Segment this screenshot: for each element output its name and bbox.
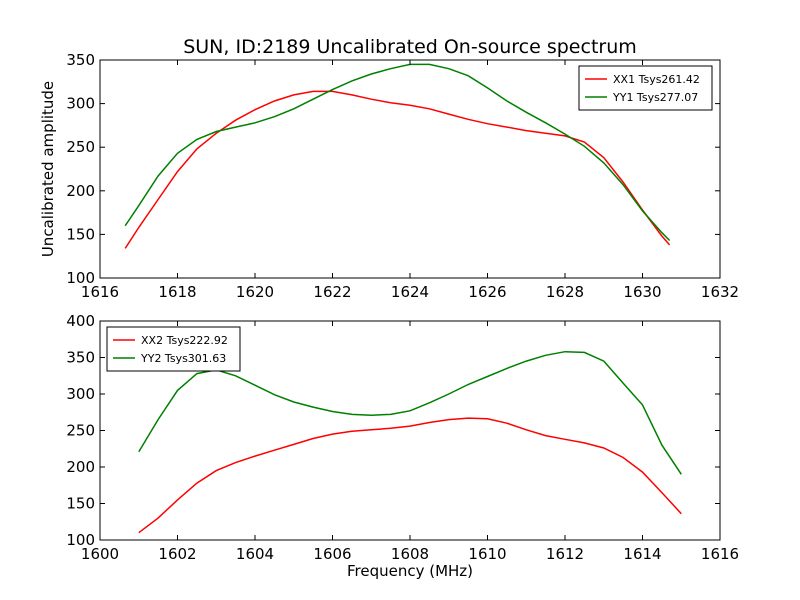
y-tick-label: 350 bbox=[66, 349, 95, 367]
x-tick-label: 1610 bbox=[468, 545, 506, 563]
y-tick-label: 200 bbox=[66, 182, 95, 200]
x-tick-label: 1606 bbox=[313, 545, 351, 563]
series-line-1 bbox=[124, 90, 671, 249]
x-axis-label: Frequency (MHz) bbox=[347, 562, 473, 580]
x-tick-label: 1608 bbox=[391, 545, 429, 563]
x-tick-label: 1618 bbox=[158, 283, 196, 301]
x-tick-label: 1622 bbox=[313, 283, 351, 301]
series-line-2 bbox=[138, 350, 682, 475]
y-tick-label: 250 bbox=[66, 422, 95, 440]
y-tick-label: 300 bbox=[66, 385, 95, 403]
y-tick-label: 400 bbox=[66, 312, 95, 330]
x-tick-label: 1626 bbox=[468, 283, 506, 301]
legend-label: YY2 Tsys301.63 bbox=[140, 352, 226, 365]
y-tick-label: 350 bbox=[66, 51, 95, 69]
series-line-2 bbox=[124, 63, 671, 242]
x-tick-label: 1614 bbox=[623, 545, 661, 563]
y-tick-label: 200 bbox=[66, 458, 95, 476]
legend-label: YY1 Tsys277.07 bbox=[612, 91, 698, 104]
x-tick-label: 1602 bbox=[158, 545, 196, 563]
legend-box bbox=[578, 65, 713, 111]
y-tick-label: 150 bbox=[66, 495, 95, 513]
x-tick-label: 1600 bbox=[81, 545, 119, 563]
x-tick-label: 1612 bbox=[546, 545, 584, 563]
y-tick-label: 300 bbox=[66, 95, 95, 113]
x-tick-label: 1632 bbox=[701, 283, 739, 301]
series-line-1 bbox=[138, 417, 682, 534]
y-axis-label: Uncalibrated amplitude bbox=[39, 81, 57, 257]
legend-label: XX2 Tsys222.92 bbox=[141, 334, 228, 347]
x-tick-label: 1628 bbox=[546, 283, 584, 301]
x-tick-label: 1624 bbox=[391, 283, 429, 301]
x-tick-label: 1620 bbox=[236, 283, 274, 301]
legend-label: XX1 Tsys261.42 bbox=[613, 73, 700, 86]
x-tick-label: 1630 bbox=[623, 283, 661, 301]
y-tick-label: 150 bbox=[66, 225, 95, 243]
y-tick-label: 250 bbox=[66, 138, 95, 156]
x-tick-label: 1616 bbox=[81, 283, 119, 301]
legend-box bbox=[106, 326, 241, 372]
top-panel: 1616 1618 1620 1622 1624 1626 1628 1630 1632 100 1… bbox=[39, 51, 739, 301]
y-tick-label: 100 bbox=[66, 269, 95, 287]
x-tick-label: 1604 bbox=[236, 545, 274, 563]
bottom-panel: 1600 1602 1604 1606 1608 1610 1612 1614 1616 100 1… bbox=[66, 312, 739, 580]
figure-title: SUN, ID:2189 Uncalibrated On-source spec… bbox=[183, 36, 637, 58]
y-tick-label: 100 bbox=[66, 531, 95, 549]
x-tick-label: 1616 bbox=[701, 545, 739, 563]
